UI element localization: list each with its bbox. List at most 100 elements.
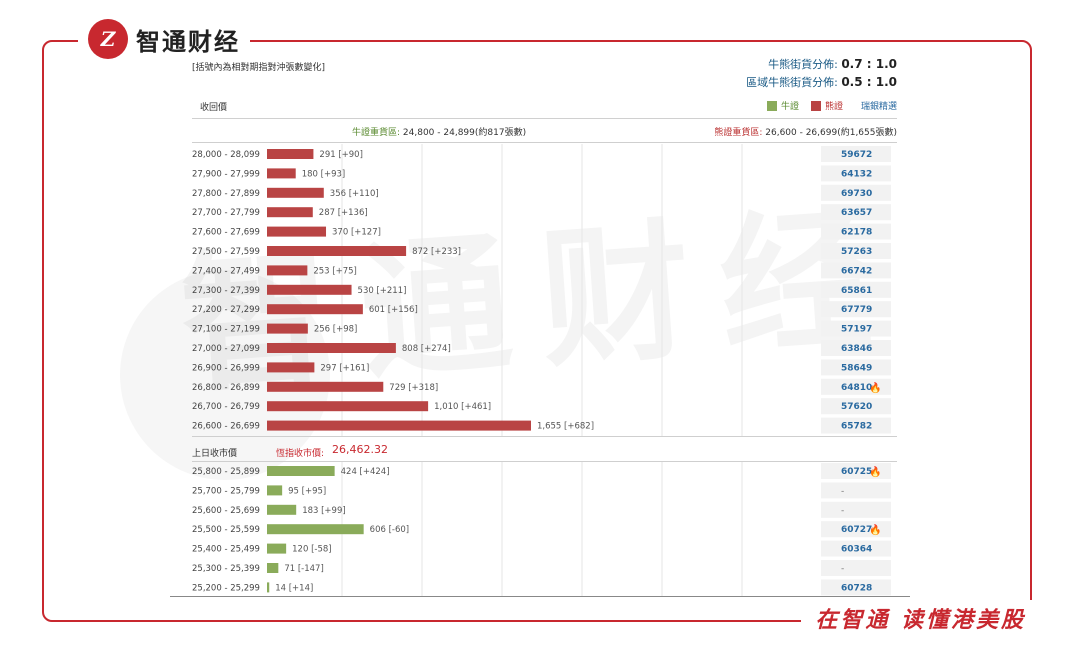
bull-value-label: 183 [+99] [302, 506, 346, 516]
fire-icon: 🔥 [869, 381, 881, 394]
bear-warrant-code: 69730 [841, 189, 872, 199]
bear-code-cell [821, 262, 891, 279]
bull-range-label: 25,400 - 25,499 [192, 545, 260, 555]
bull-warrant-code: 60364 [841, 545, 872, 555]
bear-bar [267, 420, 531, 431]
bull-value-label: 120 [-58] [292, 545, 331, 555]
bear-zone-value: 26,600 - 26,699(約1,655張數) [765, 128, 897, 138]
bear-range-label: 27,200 - 27,299 [192, 305, 260, 315]
bear-bar [267, 284, 352, 295]
bear-warrant-code: 63846 [841, 344, 872, 354]
bear-swatch [810, 100, 821, 111]
bear-code-cell [821, 184, 891, 201]
bear-range-label: 28,000 - 28,099 [192, 150, 260, 160]
bear-code-cell [821, 340, 891, 356]
ratio-value: 0.7 : 1.0 [841, 57, 897, 71]
bear-range-label: 27,800 - 27,899 [192, 189, 260, 199]
bear-code-cell [821, 281, 891, 298]
bear-value-label: 370 [+127] [332, 228, 381, 238]
bear-range-label: 26,600 - 26,699 [192, 422, 260, 432]
bull-value-label: 606 [-60] [370, 525, 409, 535]
cbbc-bar-chart: 28,000 - 28,099 291 [+90] 59672 27,900 - 27… [192, 144, 891, 596]
prev-close-row: 上日收市價 恆指收市價: 26,462.32 [192, 438, 897, 462]
bear-bar [267, 323, 308, 334]
bear-range-label: 27,400 - 27,499 [192, 266, 260, 276]
close-bottom-divider [192, 461, 897, 462]
table-header: 收回價 牛證 熊證 瑞銀精選 [192, 94, 897, 119]
bear-value-label: 180 [+93] [302, 169, 346, 179]
zone-ratio-value: 0.5 : 1.0 [841, 75, 897, 89]
bear-code-cell [821, 146, 891, 162]
bear-range-label: 27,900 - 27,999 [192, 169, 260, 179]
bull-value-label: 71 [-147] [284, 564, 323, 574]
bear-range-label: 26,800 - 26,899 [192, 383, 260, 393]
hsi-close-value: 26,462.32 [332, 443, 388, 456]
bull-bar [267, 582, 270, 593]
bear-range-label: 27,700 - 27,799 [192, 208, 260, 218]
bear-warrant-code: 57197 [841, 325, 872, 335]
bear-bar [267, 168, 296, 179]
cbbc-panel: [括號內為相對期指對沖張數變化] 牛熊街貨分佈: 0.7 : 1.0 區域牛熊街… [170, 52, 910, 597]
bull-value-label: 424 [+424] [341, 467, 390, 477]
bear-value-label: 1,655 [+682] [537, 422, 594, 432]
zone-ratio-label: 區域牛熊街貨分佈: [746, 76, 838, 89]
bear-code-cell [821, 417, 891, 434]
bear-warrant-code: 58649 [841, 363, 872, 373]
bear-code-cell [821, 320, 891, 337]
bull-code-cell [821, 540, 891, 557]
bull-bar [267, 466, 335, 476]
brand-slogan: 在智通 读懂港美股 [801, 600, 1040, 636]
bull-range-label: 25,800 - 25,899 [192, 467, 260, 477]
heavy-zone-row: 牛證重貨區: 24,800 - 24,899(約817張數) 熊證重貨區: 26… [192, 122, 897, 140]
legend-bull: 牛證 [780, 102, 799, 112]
bear-bar [267, 246, 407, 256]
bear-warrant-code: 67779 [841, 305, 872, 315]
bull-code-cell [821, 521, 891, 538]
bull-warrant-code: - [841, 486, 844, 496]
bear-bar [267, 207, 313, 218]
bull-zone-label: 牛證重貨區: [352, 128, 401, 138]
bear-warrant-code: 59672 [841, 150, 872, 160]
bull-bar [267, 563, 279, 573]
bear-bar [267, 362, 315, 373]
bear-value-label: 872 [+233] [412, 247, 461, 257]
bear-bar [267, 226, 327, 237]
bear-value-label: 530 [+211] [358, 286, 407, 296]
bull-heavy-zone: 牛證重貨區: 24,800 - 24,899(約817張數) [352, 125, 526, 138]
bear-range-label: 27,600 - 27,699 [192, 228, 260, 238]
bull-range-label: 25,700 - 25,799 [192, 486, 260, 496]
bear-zone-label: 熊證重貨區: [714, 128, 763, 138]
ubs-selection-link[interactable]: 瑞銀精選 [860, 102, 897, 112]
bear-value-label: 808 [+274] [402, 344, 451, 354]
prev-close-label: 上日收市價 [192, 449, 238, 459]
bull-bar [267, 504, 297, 515]
close-top-divider [192, 436, 897, 437]
legend: 牛證 熊證 瑞銀精選 [766, 99, 897, 112]
bull-range-label: 25,500 - 25,599 [192, 525, 260, 535]
bear-code-cell [821, 165, 891, 182]
bear-warrant-code: 64132 [841, 169, 872, 179]
bear-warrant-code: 57620 [841, 402, 872, 412]
bear-value-label: 297 [+161] [320, 363, 369, 373]
bear-code-cell [821, 243, 891, 259]
bull-warrant-code: - [841, 506, 844, 516]
bear-code-cell [821, 223, 891, 240]
bull-value-label: 14 [+14] [275, 583, 313, 593]
bear-range-label: 26,700 - 26,799 [192, 402, 260, 412]
bear-value-label: 291 [+90] [319, 150, 363, 160]
bear-bar [267, 343, 396, 353]
call-price-heading: 收回價 [200, 103, 228, 113]
fire-icon: 🔥 [869, 465, 881, 478]
bull-bar [267, 524, 364, 535]
bear-bar [267, 187, 324, 198]
hsi-close-label: 恆指收市價: [276, 449, 325, 459]
bull-range-label: 25,300 - 25,399 [192, 564, 260, 574]
bull-range-label: 25,200 - 25,299 [192, 583, 260, 593]
bull-warrant-code: 60727 [841, 525, 872, 535]
bear-code-cell [821, 398, 891, 415]
bull-code-cell [821, 501, 891, 518]
bull-bar [267, 485, 283, 496]
ratio-label: 牛熊街貨分佈: [768, 58, 838, 71]
bear-code-cell [821, 301, 891, 318]
brand-header: Z 智通财经 [78, 14, 250, 64]
